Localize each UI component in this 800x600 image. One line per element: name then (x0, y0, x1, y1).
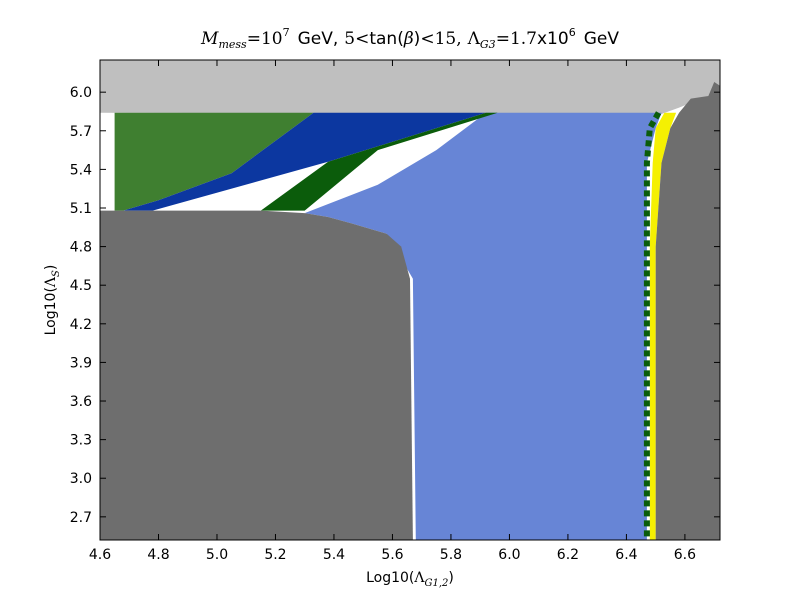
region-dashed-border (643, 111, 662, 540)
y-tick-label: 3.9 (70, 355, 92, 371)
y-tick-label: 5.7 (70, 124, 92, 140)
ylabel-prefix: Log10( (43, 287, 59, 335)
x-tick-label: 6.0 (498, 547, 520, 563)
y-tick-label: 3.3 (70, 433, 92, 449)
title-tan-close: ) (414, 29, 421, 49)
y-tick-label: 4.2 (70, 317, 92, 333)
x-tick-label: 6.6 (674, 547, 696, 563)
x-tick-label: 6.4 (615, 547, 637, 563)
title-lt2: < (420, 29, 434, 49)
plot-frame (99, 59, 721, 541)
y-axis-ticks: 2.7 3.0 3.3 3.6 3.9 4.2 4.5 4.8 5.1 5.4 5.7 6.0 (70, 85, 720, 526)
y-tick-label: 2.7 (70, 510, 92, 526)
region-green-region (114, 112, 314, 211)
x-axis-label: Log10(ΛG1,2) (366, 570, 454, 589)
y-tick-label: 3.6 (70, 394, 92, 410)
region-dark-green-band (260, 112, 498, 211)
title-tan-hi: 15, (435, 29, 462, 49)
region-left-gray-region (100, 210, 413, 540)
title-lt1: < (355, 29, 369, 49)
ylabel-symbol: Λ (43, 276, 59, 288)
xlabel-symbol: Λ (413, 570, 425, 586)
x-tick-label: 5.4 (323, 547, 345, 563)
title-m-base: 10 (261, 29, 283, 49)
title-m-symbol: M (200, 29, 219, 49)
x-tick-label: 6.2 (557, 547, 579, 563)
region-right-gray-region (655, 81, 720, 541)
title-gev2: GeV (584, 29, 620, 49)
title-lambda-exp: 6 (569, 26, 576, 39)
x-tick-label: 4.6 (89, 547, 111, 563)
x-tick-label: 5.6 (381, 547, 403, 563)
xlabel-prefix: Log10( (366, 570, 414, 586)
title-lambda-symbol: Λ (467, 29, 481, 49)
ylabel-sub: S (51, 270, 62, 277)
y-tick-label: 3.0 (70, 471, 92, 487)
y-tick-label: 5.4 (70, 162, 92, 178)
y-tick-label: 6.0 (70, 85, 92, 101)
title-gev1: GeV, (298, 29, 339, 49)
y-tick-label: 4.5 (70, 278, 92, 294)
title-tan-text: tan( (369, 29, 404, 49)
x-tick-label: 5.0 (206, 547, 228, 563)
region-yellow-strip (649, 112, 677, 541)
y-tick-label: 4.8 (70, 240, 92, 256)
x-axis-ticks: 4.6 4.8 5.0 5.2 5.4 5.6 5.8 6.0 6.2 6.4 6.6 (89, 60, 696, 563)
y-axis-label: Log10(ΛS) (43, 265, 62, 336)
x-tick-label: 4.8 (147, 547, 169, 563)
title-eq2: = (496, 29, 510, 49)
title-eq1: = (247, 29, 261, 49)
title-beta: β (403, 29, 414, 49)
title-lambda-x: x10 (537, 29, 569, 49)
chart-title: Mmess=107 GeV, 5<tan(β)<15, ΛG3=1.7x106 GeV (200, 26, 619, 51)
xlabel-sub: G1,2 (425, 578, 449, 589)
x-tick-label: 5.8 (440, 547, 462, 563)
title-lambda-mant: 1.7 (510, 29, 537, 49)
xlabel-suffix: ) (448, 570, 453, 586)
x-tick-label: 5.2 (264, 547, 286, 563)
region-light-blue-region (304, 112, 662, 541)
region-layer (100, 60, 720, 541)
title-lambda-sub: G3 (480, 38, 496, 51)
region-dark-blue-band (123, 112, 487, 211)
region-top-light-gray (100, 60, 720, 114)
ylabel-suffix: ) (43, 265, 59, 270)
title-m-sub: mess (218, 38, 247, 51)
title-m-exp: 7 (283, 26, 290, 39)
y-tick-label: 5.1 (70, 201, 92, 217)
title-tan-lo: 5 (344, 29, 355, 49)
